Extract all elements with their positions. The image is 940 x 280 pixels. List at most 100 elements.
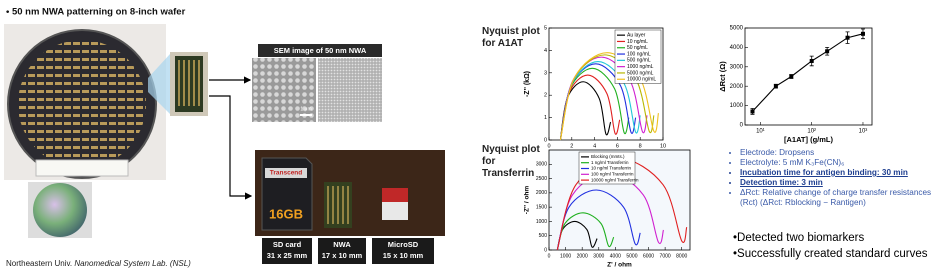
x-tick-label: 10	[660, 143, 666, 149]
wafer-chips	[18, 40, 146, 168]
y-tick-label: 1	[544, 115, 547, 121]
footer: Northeastern Univ. Nanomedical System La…	[6, 259, 191, 268]
bullet: ΔRct: Relative change of charge transfer…	[740, 188, 940, 208]
data-line	[556, 158, 688, 251]
bullet: Incubation time for antigen binding: 30 …	[740, 168, 940, 178]
conclusions: •Detected two biomarkers •Successfully cr…	[733, 230, 938, 262]
x-tick-label: 4000	[610, 253, 621, 259]
x-tick-label: 10¹	[756, 129, 765, 135]
chip-lines	[178, 60, 200, 106]
sem-image	[252, 58, 316, 122]
y-tick-label: 1000	[730, 103, 744, 109]
y-tick-label: 1500	[536, 204, 547, 210]
card-label-box	[318, 238, 366, 264]
y-tick-label: 3000	[536, 162, 547, 168]
y-tick-label: 2000	[536, 190, 547, 196]
data-line	[556, 212, 615, 251]
y-tick-label: 0	[544, 137, 547, 143]
sd-card-label	[265, 168, 307, 178]
x-tick-label: 8	[639, 143, 642, 149]
bullet: Electrode: Dropsens	[740, 148, 940, 158]
y-axis-label: -Z'' / ohm	[524, 186, 531, 215]
x-tick-label: 1000	[560, 253, 571, 259]
y-tick-label: 1000	[536, 219, 547, 225]
y-tick-label: 0	[544, 247, 547, 253]
bullet-list: Electrode: DropsensElectrolyte: 5 mM K₃F…	[728, 148, 940, 208]
x-tick-label: 5000	[626, 253, 637, 259]
card-label-box	[262, 238, 312, 264]
chart-title: Nyquist plot for A1AT	[482, 26, 540, 49]
x-tick-label: 4	[593, 143, 596, 149]
card-label-box	[372, 238, 434, 264]
y-axis-label: ΔRct (Ω)	[718, 61, 727, 92]
x-tick-label: 10²	[807, 129, 816, 135]
legend-label: 50 ng/mL	[627, 45, 648, 51]
card-name: NWA	[333, 240, 351, 249]
bullet: Detection time: 3 min	[740, 178, 940, 188]
small-wafer	[33, 183, 87, 237]
conclusion: •Detected two biomarkers	[733, 232, 865, 244]
sem-label: SEM image of 50 nm NWA	[274, 46, 367, 55]
legend-label: 5000 ng/mL	[627, 70, 654, 76]
legend-label: 100 ng/ml Transferrin	[591, 171, 634, 176]
header: • 50 nm NWA patterning on 8-inch wafer	[6, 7, 186, 18]
x-tick-label: 6	[616, 143, 619, 149]
y-tick-label: 2	[544, 93, 547, 99]
data-point	[773, 84, 778, 89]
legend-label: 500 ng/mL	[627, 58, 651, 64]
x-tick-label: 3000	[593, 253, 604, 259]
x-tick-label: 2	[570, 143, 573, 149]
y-tick-label: 3000	[730, 64, 744, 70]
legend-label: Au layer	[627, 32, 646, 38]
card-name: MicroSD	[388, 240, 419, 249]
x-axis-label: [A1AT] (g/mL)	[784, 135, 834, 144]
legend-label: 1000 ng/mL	[627, 64, 654, 70]
y-tick-label: 5000	[730, 26, 744, 32]
data-point	[825, 49, 830, 54]
y-tick-label: 0	[740, 123, 744, 129]
bullet: Electrolyte: 5 mM K₃Fe(CN)₆	[740, 158, 940, 168]
y-tick-label: 2000	[730, 84, 744, 90]
y-tick-label: 2500	[536, 176, 547, 182]
legend-label: 10 ng/ml Transferrin	[591, 166, 632, 171]
data-point	[809, 58, 814, 63]
conclusion: •Successfully created standard curves	[733, 248, 928, 260]
x-tick-label: 2000	[577, 253, 588, 259]
x-axis-label: Z' / ohm	[607, 262, 632, 269]
microsd-band	[382, 188, 408, 202]
plot-area	[744, 27, 873, 126]
legend-label: 100 ng/mL	[627, 51, 651, 57]
data-point	[845, 35, 850, 40]
legend-label: 1 ng/ml Transferrin	[591, 160, 629, 165]
y-tick-label: 4	[544, 48, 547, 54]
x-tick-label: 6000	[643, 253, 654, 259]
x-tick-label: 0	[548, 253, 551, 259]
x-tick-label: 10³	[859, 129, 868, 135]
scale-bar-label: 1 μm	[300, 106, 311, 112]
legend-label: 10000 ng/mL	[627, 77, 656, 83]
sem-label-box	[258, 44, 382, 57]
chart-title: Nyquist plot for Transferrin	[482, 144, 540, 179]
data-point	[750, 109, 755, 114]
card-name: SD card	[273, 240, 302, 249]
card-size: 15 x 10 mm	[383, 251, 424, 260]
y-tick-label: 3	[544, 70, 547, 76]
card-size: 17 x 10 mm	[322, 251, 363, 260]
legend-label: 10 ng/mL	[627, 39, 648, 45]
card-size: 31 x 25 mm	[267, 251, 308, 260]
y-tick-label: 500	[539, 233, 548, 239]
nwa-chip-lines	[327, 186, 349, 224]
y-tick-label: 5	[544, 25, 547, 31]
y-tick-label: 4000	[730, 45, 744, 51]
sd-brand: Transcend	[270, 170, 303, 177]
data-point	[860, 31, 865, 36]
y-axis-label: -Z'' (kΩ)	[524, 71, 531, 97]
data-point	[789, 74, 794, 79]
legend-box	[614, 29, 662, 84]
legend-label: Blocking (mmts.)	[591, 154, 625, 159]
arrow	[209, 95, 253, 200]
zoom-cone	[148, 54, 170, 114]
data-line	[556, 189, 641, 251]
